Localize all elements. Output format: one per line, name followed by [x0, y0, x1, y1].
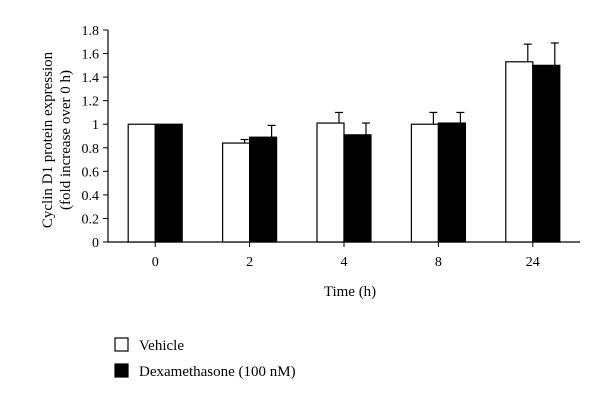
- y-tick-label: 0.6: [82, 165, 100, 180]
- x-tick-label: 4: [341, 255, 348, 270]
- y-tick-label: 0: [92, 236, 99, 251]
- legend: Vehicle Dexamethasone (100 nM): [114, 337, 296, 380]
- bar-vehicle: [316, 122, 345, 243]
- y-tick-label: 1.8: [82, 24, 100, 39]
- y-axis-title-line-2: (fold increase over 0 h): [58, 70, 74, 210]
- bar-dexamethasone: [154, 123, 183, 243]
- y-tick-label: 0.2: [82, 212, 100, 227]
- x-axis-title: Time (h): [324, 284, 376, 300]
- bar-vehicle: [505, 61, 534, 243]
- bar-dexamethasone: [532, 64, 561, 243]
- y-tick-label: 1.2: [82, 95, 100, 110]
- y-tick-label: 1: [92, 118, 99, 133]
- y-tick-label: 0.8: [82, 142, 100, 157]
- bar-vehicle: [410, 123, 439, 243]
- y-tick-label: 0.4: [82, 189, 100, 204]
- legend-label-dexamethasone: Dexamethasone (100 nM): [139, 364, 296, 380]
- bar-dexamethasone: [437, 122, 466, 243]
- x-axis-ticks: 0 2 4 8 24: [152, 242, 540, 270]
- bars: [127, 61, 561, 243]
- x-tick-label: 0: [152, 255, 159, 270]
- x-tick-label: 8: [435, 255, 442, 270]
- x-tick-label: 24: [526, 255, 540, 270]
- error-bars: [240, 42, 559, 144]
- y-tick-label: 1.6: [82, 48, 100, 63]
- y-axis-ticks: 0 0.2 0.4 0.6 0.8 1 1.2 1.4 1.6 1.8: [82, 24, 108, 251]
- legend-label-vehicle: Vehicle: [139, 338, 184, 354]
- y-tick-label: 1.4: [82, 71, 100, 86]
- legend-swatch-dexamethasone: [114, 363, 129, 378]
- x-tick-label: 2: [246, 255, 253, 270]
- bar-vehicle: [127, 123, 156, 243]
- bar-dexamethasone: [249, 136, 278, 243]
- bar-vehicle: [222, 142, 251, 243]
- legend-swatch-vehicle: [114, 337, 129, 352]
- y-axis-title-line-1: Cyclin D1 protein expression: [40, 51, 56, 228]
- bar-dexamethasone: [343, 134, 372, 243]
